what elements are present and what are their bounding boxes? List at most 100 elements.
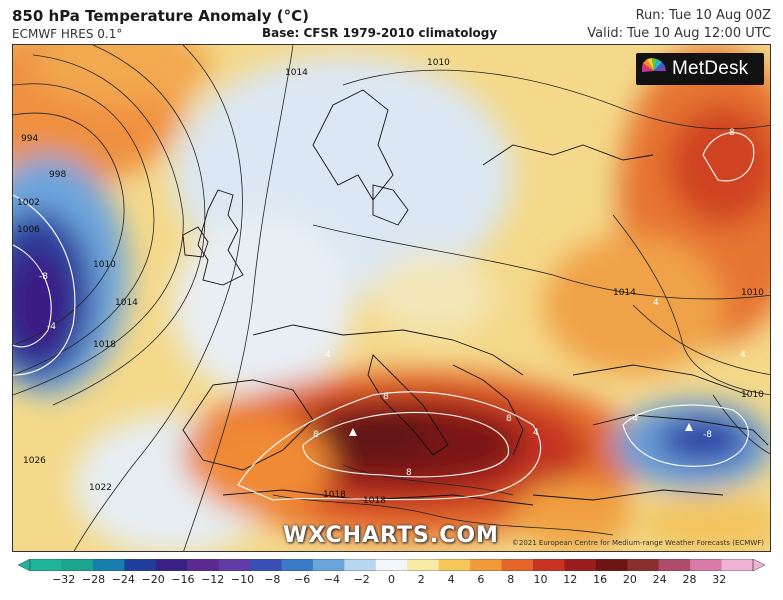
colorbar-segment: [344, 559, 377, 571]
colorbar-segment: [690, 559, 723, 571]
colorbar-tick-label: −20: [141, 573, 165, 586]
colorbar-segment: [61, 559, 94, 571]
colorbar-tick-label: −2: [353, 573, 370, 586]
colorbar-tick-label: −8: [264, 573, 281, 586]
colorbar-border: [29, 559, 754, 571]
colorbar-segment: [30, 559, 63, 571]
isobars: [13, 45, 770, 551]
isobar-label: 1010: [741, 390, 764, 400]
model-label: ECMWF HRES 0.1°: [12, 27, 123, 41]
isobar-label: 1014: [115, 298, 138, 308]
isobar-label: 998: [49, 170, 66, 180]
run-time-label: Run: Tue 10 Aug 00Z: [635, 8, 771, 23]
colorbar: [18, 559, 765, 571]
base-climatology-label: Base: CFSR 1979-2010 climatology: [262, 26, 498, 40]
isobar-label: 1010: [93, 260, 116, 270]
colorbar-segment: [218, 559, 251, 571]
colorbar-tick-label: 28: [682, 573, 697, 586]
chart-title: 850 hPa Temperature Anomaly (°C): [12, 7, 309, 25]
colorbar-segment: [155, 559, 188, 571]
anomaly-label: -4: [47, 322, 56, 332]
colorbar-tick-label: 4: [447, 573, 455, 586]
isobar-label: 1018: [93, 340, 116, 350]
isobar-label: 994: [21, 134, 38, 144]
colorbar-segment: [438, 559, 471, 571]
colorbar-tick-label: −4: [323, 573, 340, 586]
colorbar-tick-label: 10: [533, 573, 548, 586]
colorbar-segment: [312, 559, 345, 571]
colorbar-segment: [250, 559, 283, 571]
isobar-label: 1006: [17, 225, 40, 235]
colorbar-segment: [627, 559, 660, 571]
anomaly-label: 8: [506, 414, 512, 424]
anomaly-labels: -8 -4 4 8 8 8 4 8 4 -4 -8 4 8: [39, 128, 746, 478]
colorbar-arrow-right: [752, 559, 765, 571]
colorbar-segment: [532, 559, 565, 571]
anomaly-label: 4: [740, 350, 746, 360]
colorbar-tick-label: 16: [593, 573, 608, 586]
anomaly-field: [13, 45, 770, 551]
colorbar-tick-label: 0: [388, 573, 395, 586]
core-markers: [349, 423, 693, 436]
isobar-labels: 994 998 1002 1006 1010 1014 1018 1022 10…: [17, 58, 764, 506]
colorbar-segment: [658, 559, 691, 571]
colorbar-segment: [281, 559, 314, 571]
anomaly-label: 8: [383, 392, 389, 402]
anomaly-label: 8: [406, 468, 412, 478]
colorbar-tick-label: −12: [201, 573, 225, 586]
chart-header: 850 hPa Temperature Anomaly (°C) ECMWF H…: [0, 0, 783, 44]
colorbar-segment: [375, 559, 408, 571]
anomaly-label: -8: [703, 430, 712, 440]
colorbar-segment: [501, 559, 534, 571]
anomaly-label: 4: [533, 428, 539, 438]
isobar-label: 1014: [285, 68, 308, 78]
colorbar-tick-label: 2: [417, 573, 425, 586]
colorbar-segment: [407, 559, 440, 571]
colorbar-tick-label: 8: [507, 573, 515, 586]
colorbar-segment: [595, 559, 628, 571]
anomaly-label: -4: [629, 414, 638, 424]
colorbar-tick-label: −10: [230, 573, 255, 586]
coastlines: [182, 89, 769, 506]
colorbar-tick-label: 6: [477, 573, 485, 586]
isobar-label: 1026: [23, 456, 46, 466]
colorbar-segment: [92, 559, 125, 571]
colorbar-tick-label: 20: [622, 573, 637, 586]
colorbar-arrow-left: [18, 559, 31, 571]
isobar-label: 1018: [323, 490, 346, 500]
colorbar-tick-label: −16: [171, 573, 195, 586]
colorbar-tick-label: 12: [563, 573, 578, 586]
isobar-label: 1002: [17, 198, 40, 208]
anomaly-label: 8: [313, 430, 319, 440]
colorbar-segment: [721, 559, 754, 571]
colorbar-tick-label: 32: [712, 573, 727, 586]
anomaly-label: 8: [729, 128, 735, 138]
colorbar-segment: [470, 559, 503, 571]
anomaly-map[interactable]: 994 998 1002 1006 1010 1014 1018 1022 10…: [12, 44, 771, 552]
metdesk-logo-text: MetDesk: [672, 58, 749, 79]
colorbar-tick-label: −24: [111, 573, 135, 586]
anomaly-label: 4: [325, 350, 331, 360]
wxcharts-watermark: WXCHARTS.COM: [283, 523, 499, 548]
map-canvas: 994 998 1002 1006 1010 1014 1018 1022 10…: [13, 45, 770, 551]
colorbar-ticks: −32 −28 −24 −20 −16 −12 −10 −8 −6 −4 −2 0 2 4 6 8 10 12 16…: [0, 573, 783, 591]
colorbar-segment: [124, 559, 157, 571]
ecmwf-copyright: ©2021 European Centre for Medium-range W…: [511, 539, 764, 547]
colorbar-tick-label: −6: [293, 573, 311, 586]
colorbar-tick-label: −32: [52, 573, 76, 586]
anomaly-label: 4: [653, 298, 659, 308]
isobar-label: 1018: [363, 496, 386, 506]
valid-time-label: Valid: Tue 10 Aug 12:00 UTC: [587, 26, 771, 41]
isobar-label: 1022: [89, 483, 112, 493]
colorbar-segment: [187, 559, 220, 571]
colorbar-tick-label: 24: [652, 573, 667, 586]
metdesk-logo: MetDesk: [636, 53, 764, 85]
anomaly-contours: [13, 132, 755, 501]
anomaly-label: -8: [39, 272, 48, 282]
colorbar-segment: [564, 559, 597, 571]
isobar-label: 1014: [613, 288, 636, 298]
isobar-label: 1010: [427, 58, 450, 68]
isobar-label: 1010: [741, 288, 764, 298]
metdesk-fan-icon: [642, 58, 666, 72]
colorbar-tick-label: −28: [81, 573, 106, 586]
